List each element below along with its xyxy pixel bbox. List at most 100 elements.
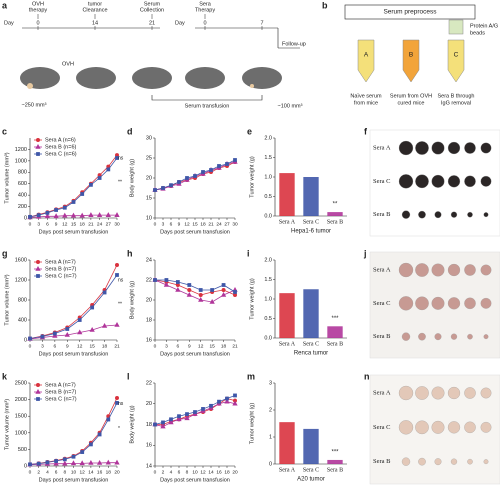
- y-tick-label: 2500: [15, 380, 27, 386]
- series-line: [155, 279, 236, 293]
- marker: [80, 450, 85, 454]
- y-tick-label: 1.5: [264, 155, 272, 161]
- panel-letter: m: [247, 371, 255, 381]
- y-axis-label: Tumor volume (mm³): [4, 152, 10, 203]
- x-tick-label: 24: [97, 221, 103, 227]
- series-line: [29, 324, 118, 340]
- y-tick-label: 0: [24, 215, 27, 221]
- x-tick-label: 9: [178, 221, 181, 227]
- y-tick-label: 0.5: [264, 194, 272, 200]
- x-tick-label: 6: [54, 343, 57, 349]
- panel-letter: c: [2, 126, 7, 136]
- tumor-sample: [450, 333, 458, 340]
- tube: [402, 39, 420, 83]
- x-tick-label: 20: [114, 469, 120, 475]
- tumor-sample: [431, 263, 445, 277]
- marker: [175, 280, 180, 284]
- tumor-sample: [467, 211, 473, 218]
- tumor-sample: [450, 211, 458, 218]
- beads-column: [448, 19, 464, 35]
- marker: [161, 186, 165, 190]
- tumor-sample: [401, 332, 411, 341]
- row-label: Sera C: [373, 178, 391, 185]
- x-tick-label: 21: [114, 343, 120, 349]
- x-tick-label: 12: [198, 343, 204, 349]
- x-tick-label: 3: [37, 221, 40, 227]
- y-axis-label: Body weight (g): [129, 405, 135, 443]
- series-line: [29, 154, 118, 218]
- marker: [217, 164, 221, 168]
- y-tick-label: 0: [24, 463, 27, 469]
- marker: [88, 459, 94, 465]
- y-tick-label: 1200: [15, 147, 27, 153]
- y-tick-label: 0.0: [264, 213, 272, 219]
- marker: [62, 205, 67, 210]
- marker: [177, 414, 181, 419]
- tumor-sample: [401, 457, 411, 466]
- tumor-sample: [480, 264, 492, 276]
- x-tick-label: 3: [165, 343, 168, 349]
- x-axis-label: Days post serum transfusion: [160, 351, 230, 357]
- tumor-size: ~250 mm³: [22, 102, 47, 108]
- x-tick-label: 18: [200, 221, 206, 227]
- marker: [88, 212, 94, 217]
- tube-caption: from mice: [354, 100, 378, 106]
- y-tick-label: 1: [269, 434, 272, 440]
- x-axis-label: Days post serum transfusion: [160, 477, 230, 483]
- x-tick-label: 6: [55, 469, 58, 475]
- step-label: OVH: [32, 1, 44, 7]
- marker: [79, 212, 85, 218]
- row-label: Sera C: [373, 300, 391, 307]
- marker: [186, 291, 192, 297]
- marker: [54, 208, 59, 212]
- x-tick-label: 3: [41, 343, 44, 349]
- marker: [28, 336, 32, 341]
- x-tick-label: 9: [66, 343, 69, 349]
- marker: [115, 395, 119, 400]
- x-tick-label: 6: [178, 469, 181, 475]
- day-number: 14: [92, 20, 98, 26]
- tumor-sample: [483, 459, 489, 465]
- x-tick-label: 8: [186, 469, 189, 475]
- x-tick-label: 30: [232, 221, 238, 227]
- marker: [97, 176, 102, 180]
- tumor-sample: [467, 333, 473, 340]
- x-tick-label: 3: [162, 221, 165, 227]
- y-tick-label: 24: [146, 257, 152, 263]
- series-line: [29, 274, 118, 339]
- marker: [153, 188, 157, 192]
- x-tick-label: 9: [188, 343, 191, 349]
- marker: [71, 454, 76, 459]
- y-tick-label: 22: [146, 380, 152, 386]
- x-tick-label: 21: [232, 343, 238, 349]
- marker: [164, 278, 169, 282]
- tumor-sample: [480, 175, 492, 187]
- marker: [163, 281, 170, 287]
- x-tick-label: 8: [63, 469, 66, 475]
- series-line: [29, 157, 118, 218]
- panel-a: a: [2, 0, 300, 101]
- marker: [35, 388, 41, 394]
- tumor: [27, 83, 33, 89]
- marker: [114, 321, 120, 327]
- x-tick-label: 27: [106, 221, 112, 227]
- tumor-sample: [447, 421, 461, 434]
- x-tick-label: 9: [55, 221, 58, 227]
- y-tick-label: 25: [146, 155, 152, 161]
- tumor-size: ~100 mm³: [278, 103, 303, 109]
- marker: [105, 212, 111, 217]
- x-tick-label: 21: [88, 221, 94, 227]
- marker: [28, 462, 32, 467]
- marker: [221, 283, 226, 287]
- legend-label: Sera B (n=7): [45, 266, 77, 272]
- x-tick-label: Sera A: [279, 467, 296, 473]
- panel-letter: j: [363, 248, 367, 258]
- legend-label: Sera C (n=6): [45, 151, 77, 157]
- tube-caption: Sera B through: [438, 93, 475, 99]
- tumor-sample: [398, 385, 414, 401]
- marker: [80, 192, 85, 196]
- annotation: ns: [118, 401, 124, 407]
- panel-letter: i: [247, 248, 250, 258]
- x-tick-label: 15: [209, 343, 215, 349]
